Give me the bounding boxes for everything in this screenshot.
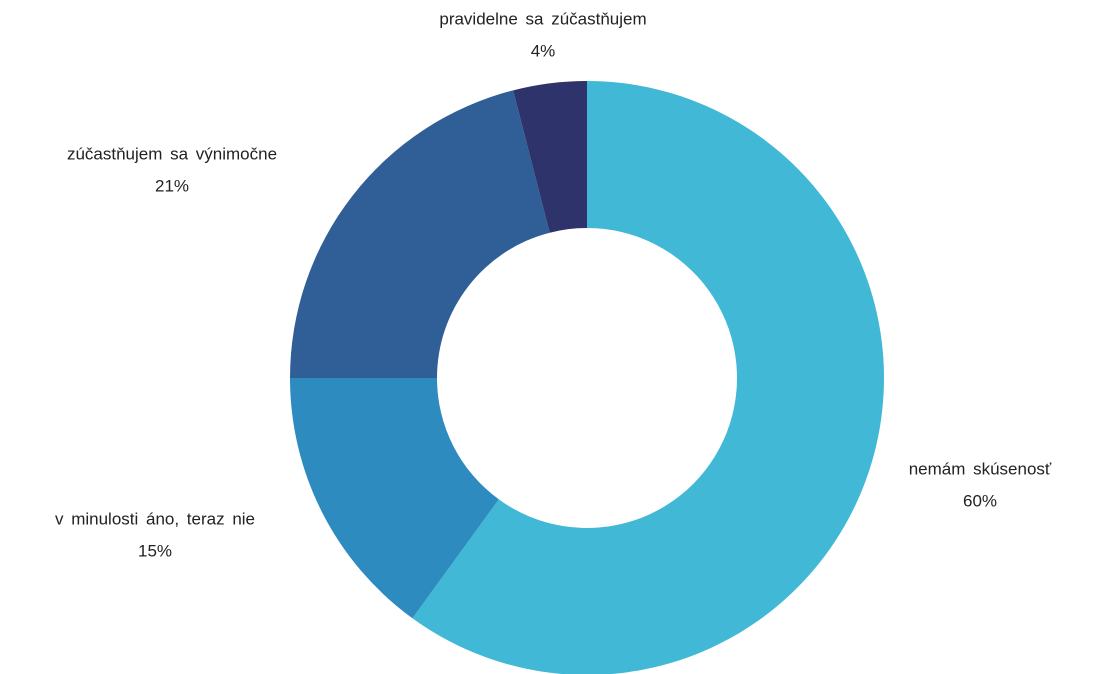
slice [290,378,499,619]
slice [412,81,884,674]
slice [513,81,587,233]
slice [290,90,550,378]
value-label: 60% [963,491,997,510]
value-label: 21% [155,176,189,195]
slice-label: pravidelne sa zúčastňujem [439,9,646,28]
slice-label: zúčastňujem sa výnimočne [67,144,277,163]
slice-label: nemám skúsenosť [909,459,1052,478]
slice-label: v minulosti áno, teraz nie [55,509,255,528]
value-label: 4% [531,41,556,60]
value-label: 15% [138,541,172,560]
